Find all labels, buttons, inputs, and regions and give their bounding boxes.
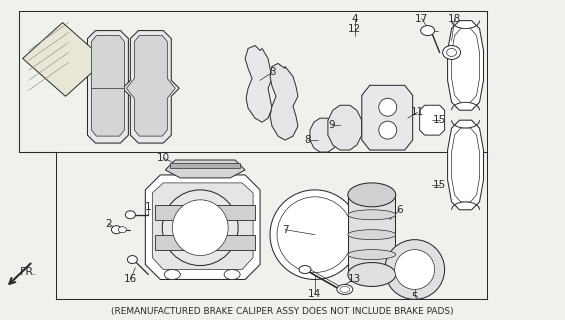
Ellipse shape [119, 227, 127, 233]
Text: 6: 6 [397, 205, 403, 215]
Ellipse shape [162, 190, 238, 266]
Ellipse shape [340, 286, 350, 292]
Polygon shape [451, 128, 480, 202]
Text: 14: 14 [308, 289, 321, 300]
Ellipse shape [348, 250, 396, 260]
Ellipse shape [348, 210, 396, 220]
Polygon shape [245, 45, 272, 122]
Ellipse shape [385, 240, 445, 300]
Ellipse shape [224, 269, 240, 279]
Text: 4: 4 [351, 14, 358, 24]
Text: 11: 11 [411, 107, 424, 117]
Ellipse shape [127, 256, 137, 264]
Ellipse shape [299, 266, 311, 274]
Polygon shape [420, 105, 445, 135]
Polygon shape [88, 31, 128, 143]
Polygon shape [123, 31, 179, 143]
Polygon shape [153, 183, 253, 269]
Polygon shape [155, 235, 255, 250]
Ellipse shape [125, 211, 136, 219]
Text: 15: 15 [433, 180, 446, 190]
Ellipse shape [337, 284, 353, 294]
Ellipse shape [111, 226, 121, 234]
Ellipse shape [348, 230, 396, 240]
Ellipse shape [172, 200, 228, 256]
Polygon shape [451, 28, 480, 102]
Polygon shape [23, 23, 106, 96]
Text: 9: 9 [329, 120, 335, 130]
Polygon shape [447, 20, 484, 110]
Ellipse shape [277, 197, 353, 273]
Text: 17: 17 [415, 14, 428, 24]
Text: 18: 18 [448, 14, 461, 24]
Text: 1: 1 [145, 202, 151, 212]
Text: 3: 3 [269, 68, 275, 77]
Ellipse shape [446, 49, 457, 56]
Text: FR.: FR. [20, 267, 37, 276]
Ellipse shape [164, 269, 180, 279]
Text: 7: 7 [282, 225, 288, 235]
Ellipse shape [348, 183, 396, 207]
Ellipse shape [379, 98, 397, 116]
Ellipse shape [421, 26, 434, 36]
Text: 13: 13 [348, 275, 362, 284]
Text: 8: 8 [305, 135, 311, 145]
Polygon shape [166, 160, 245, 178]
Polygon shape [328, 105, 362, 150]
Polygon shape [310, 118, 338, 152]
Text: 10: 10 [157, 153, 170, 163]
Text: 15: 15 [433, 115, 446, 125]
Ellipse shape [270, 190, 360, 279]
Polygon shape [362, 85, 412, 150]
Polygon shape [155, 205, 255, 220]
Text: (REMANUFACTURED BRAKE CALIPER ASSY DOES NOT INCLUDE BRAKE PADS): (REMANUFACTURED BRAKE CALIPER ASSY DOES … [111, 307, 453, 316]
Polygon shape [145, 175, 260, 279]
Text: 16: 16 [124, 275, 137, 284]
Ellipse shape [395, 250, 434, 289]
Ellipse shape [348, 262, 396, 286]
Text: 12: 12 [348, 24, 362, 34]
Polygon shape [127, 36, 175, 136]
Ellipse shape [442, 45, 460, 60]
Text: 5: 5 [411, 292, 418, 302]
Polygon shape [170, 163, 240, 168]
Polygon shape [92, 36, 124, 136]
Text: 2: 2 [105, 219, 112, 229]
Polygon shape [348, 195, 395, 275]
Polygon shape [270, 63, 298, 140]
Polygon shape [447, 120, 484, 210]
Ellipse shape [379, 121, 397, 139]
